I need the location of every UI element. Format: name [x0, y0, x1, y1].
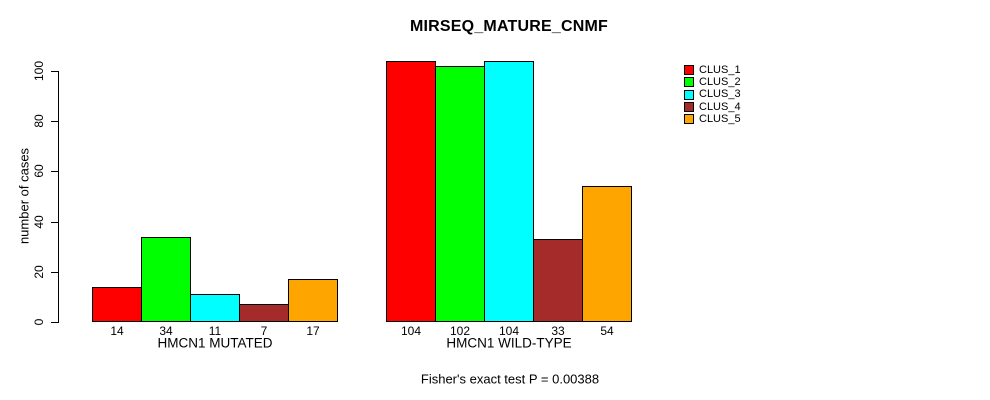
- y-tick-label: 80: [32, 114, 46, 128]
- legend-item: CLUS_1: [684, 64, 741, 76]
- bar: [141, 237, 191, 322]
- bar-value-label: 34: [159, 324, 173, 338]
- bar: [288, 279, 338, 322]
- bar-value-label: 104: [498, 324, 520, 338]
- bar: [435, 66, 485, 322]
- legend-swatch: [684, 102, 694, 113]
- y-tick-label: 20: [32, 265, 46, 279]
- legend: CLUS_1 CLUS_2 CLUS_3 CLUS_4 CLUS_5: [684, 64, 741, 125]
- bar-value-label: 11: [208, 324, 222, 338]
- y-tick-label: 0: [32, 318, 46, 326]
- legend-label: CLUS_3: [699, 88, 741, 101]
- legend-label: CLUS_4: [699, 100, 741, 113]
- bar-value-label: 102: [449, 324, 471, 338]
- group-label: HMCN1 MUTATED: [157, 335, 273, 351]
- bar-value-label: 54: [600, 324, 614, 338]
- legend-swatch: [684, 65, 694, 76]
- legend-item: CLUS_3: [684, 89, 741, 101]
- y-tick: [51, 71, 58, 72]
- legend-swatch: [684, 114, 694, 125]
- bar-value-label: 7: [260, 324, 268, 338]
- y-tick: [51, 171, 58, 172]
- bar: [533, 239, 583, 322]
- bar-value-label: 104: [400, 324, 422, 338]
- bar: [386, 61, 436, 322]
- legend-item: CLUS_5: [684, 113, 741, 125]
- bar: [582, 186, 632, 322]
- legend-label: CLUS_2: [699, 75, 741, 88]
- chart-title: MIRSEQ_MATURE_CNMF: [410, 18, 608, 35]
- y-tick: [51, 121, 58, 122]
- y-tick: [51, 222, 58, 223]
- legend-swatch: [684, 89, 694, 100]
- bar-value-label: 33: [551, 324, 565, 338]
- group-label: HMCN1 WILD-TYPE: [446, 335, 572, 351]
- fisher-test-annotation: Fisher's exact test P = 0.00388: [420, 371, 600, 387]
- y-tick: [51, 322, 58, 323]
- y-tick-label: 100: [32, 60, 46, 82]
- bar-value-label: 17: [306, 324, 320, 338]
- legend-label: CLUS_5: [699, 112, 741, 125]
- y-tick-label: 60: [32, 164, 46, 178]
- legend-item: CLUS_4: [684, 101, 741, 113]
- legend-label: CLUS_1: [699, 63, 741, 76]
- legend-item: CLUS_2: [684, 76, 741, 88]
- y-tick: [51, 272, 58, 273]
- bar: [190, 294, 240, 322]
- bar-value-label: 14: [110, 324, 124, 338]
- bar: [239, 304, 289, 322]
- y-tick-label: 40: [32, 215, 46, 229]
- y-axis-line: [58, 71, 59, 323]
- bar: [484, 61, 534, 322]
- bar: [92, 287, 142, 322]
- y-axis-label: number of cases: [16, 147, 32, 245]
- legend-swatch: [684, 77, 694, 88]
